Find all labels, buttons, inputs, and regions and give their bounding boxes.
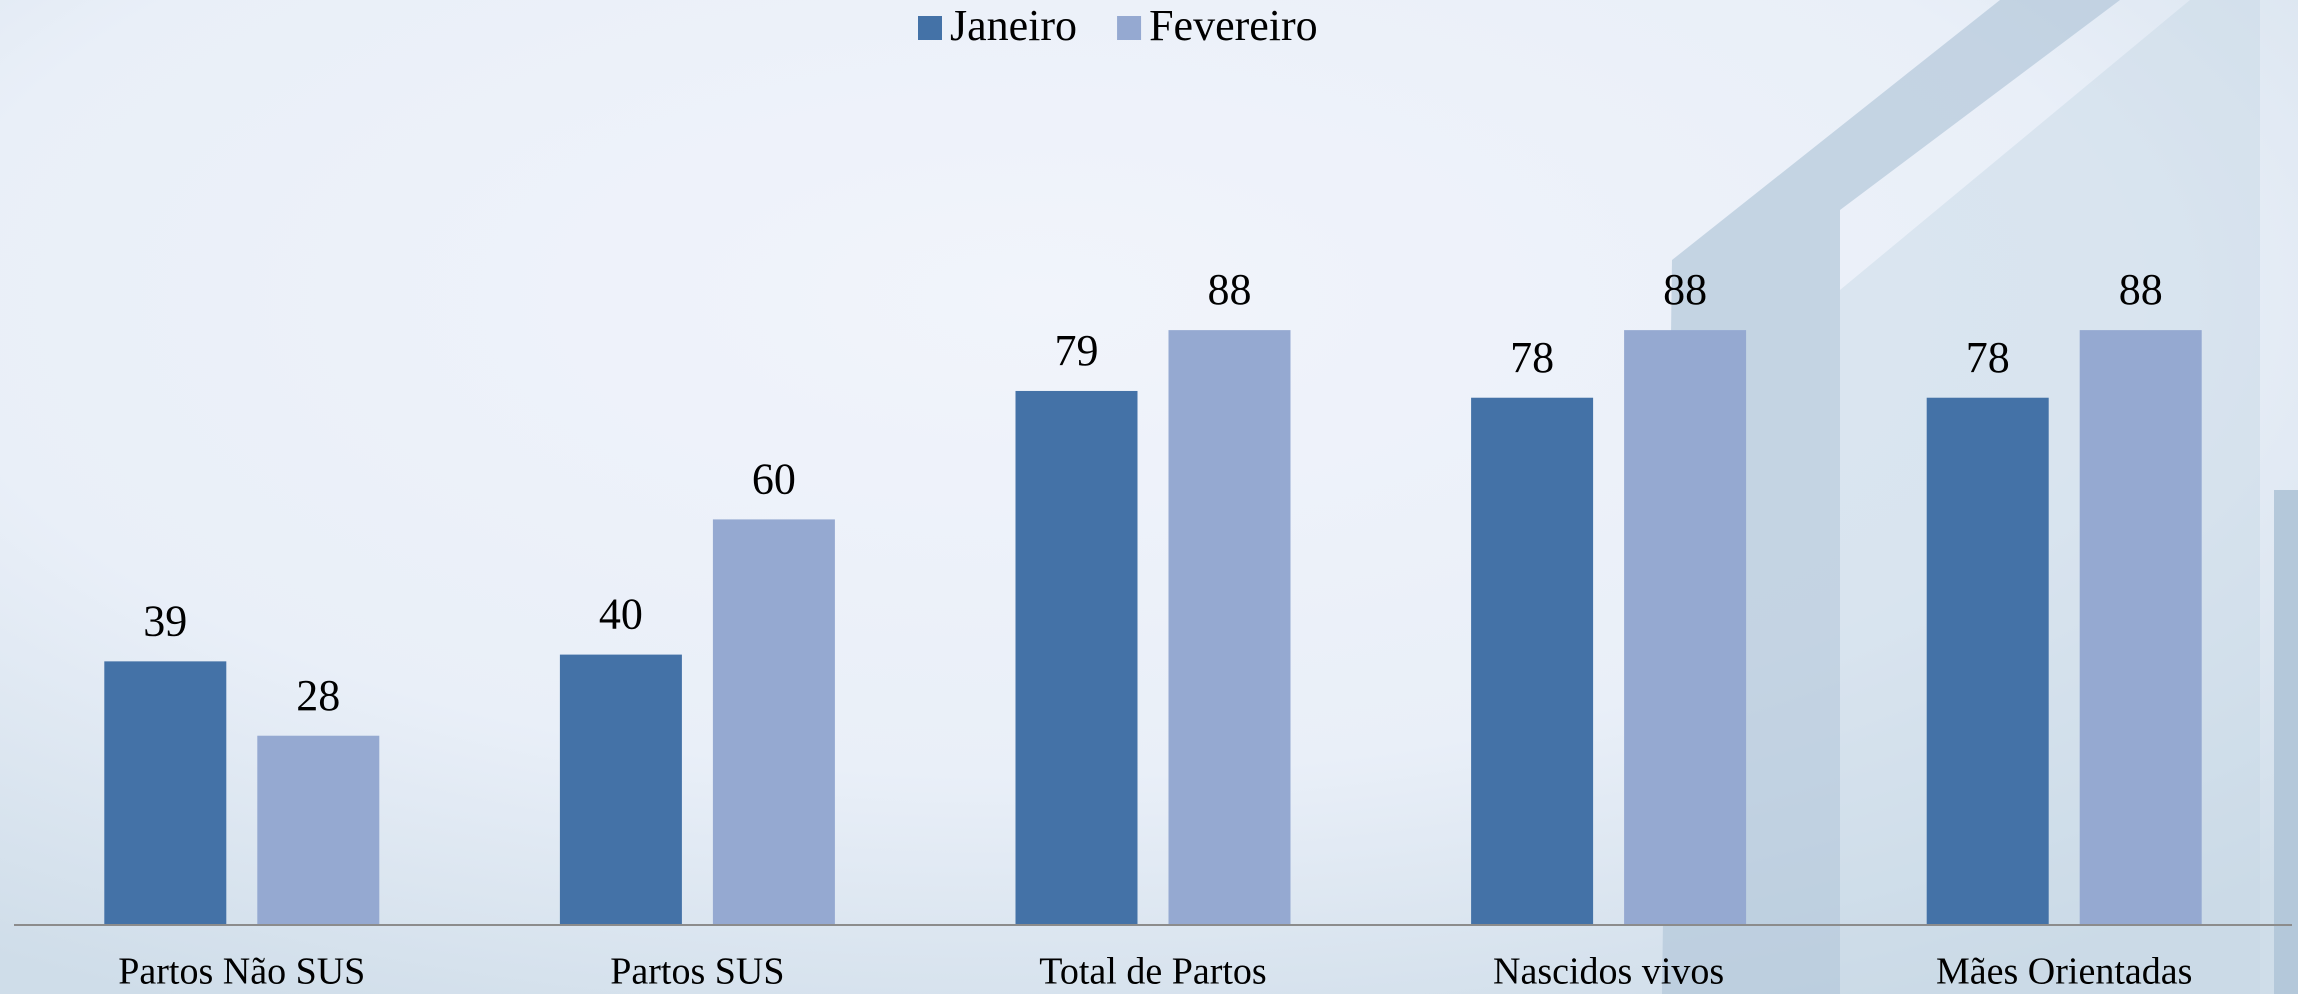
data-label: 39 — [143, 596, 187, 645]
data-label: 28 — [296, 671, 340, 720]
bar — [257, 735, 380, 925]
bar — [104, 661, 227, 925]
data-label: 40 — [599, 590, 643, 639]
data-label: 60 — [752, 454, 796, 503]
bar — [1168, 330, 1291, 925]
bar — [2079, 330, 2202, 925]
legend-label: Janeiro — [950, 1, 1077, 50]
bar — [559, 654, 682, 925]
data-label: 88 — [2119, 265, 2163, 314]
decoration — [2274, 490, 2298, 994]
bar — [1926, 397, 2049, 926]
legend-label: Fevereiro — [1149, 1, 1318, 50]
x-tick-label: Partos SUS — [610, 951, 784, 993]
bar — [712, 519, 835, 925]
data-label: 88 — [1208, 265, 1252, 314]
data-label: 79 — [1055, 326, 1099, 375]
decoration — [1662, 0, 2120, 994]
data-label: 88 — [1663, 265, 1707, 314]
x-tick-label: Partos Não SUS — [118, 951, 365, 993]
bar — [1015, 390, 1138, 926]
bar — [1471, 397, 1594, 926]
legend-swatch — [918, 16, 942, 40]
x-tick-label: Total de Partos — [1039, 951, 1266, 993]
data-label: 78 — [1510, 333, 1554, 382]
x-tick-label: Mães Orientadas — [1936, 951, 2192, 993]
x-tick-label: Nascidos vivos — [1493, 951, 1724, 993]
data-label: 78 — [1966, 333, 2010, 382]
bar — [1624, 330, 1747, 925]
legend-swatch — [1117, 16, 1142, 40]
